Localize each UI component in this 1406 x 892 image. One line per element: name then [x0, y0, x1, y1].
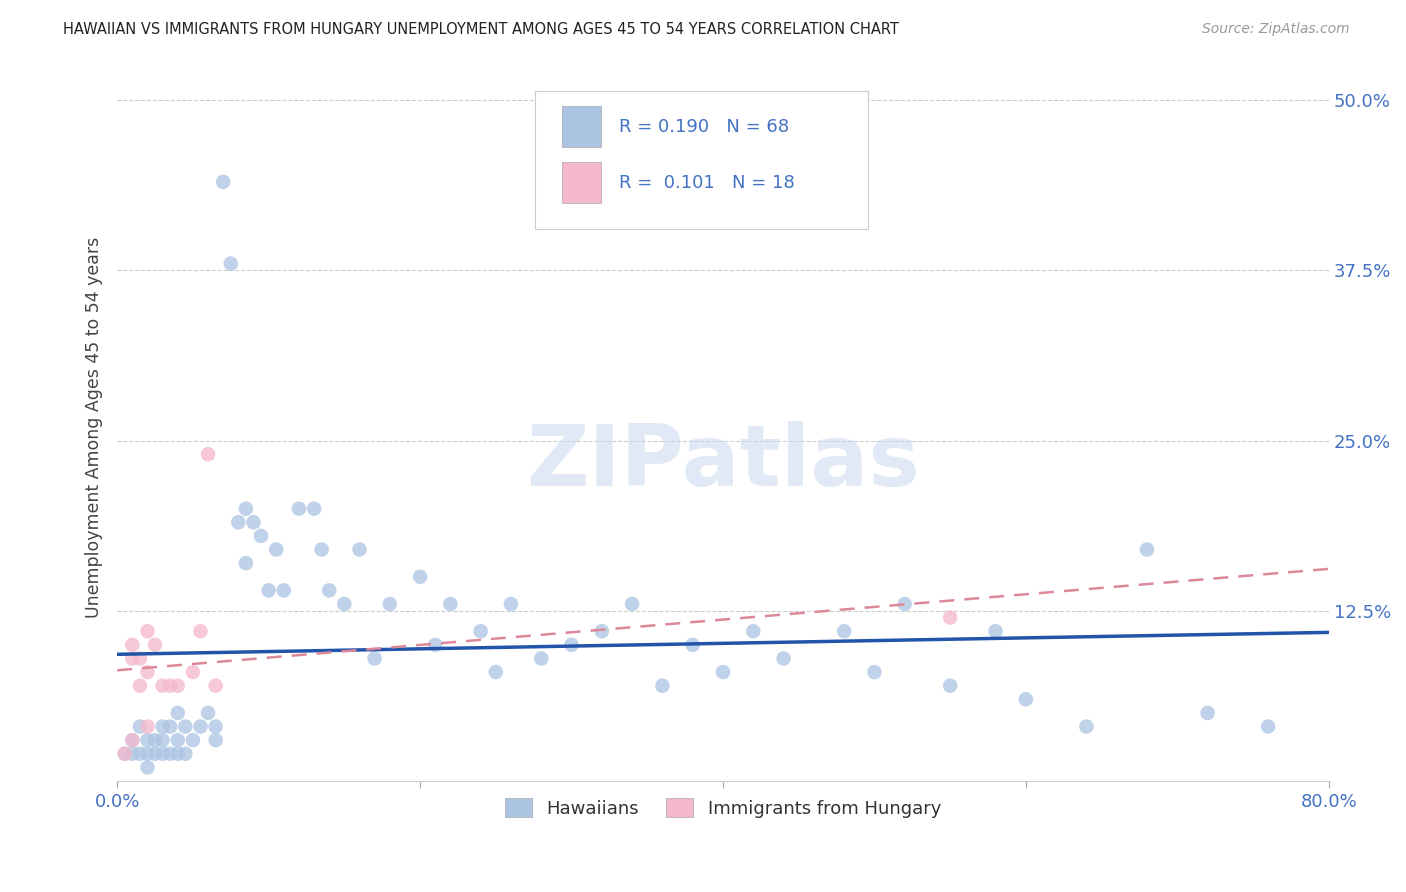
Point — [425, 638, 447, 652]
Point — [121, 747, 143, 761]
Point — [363, 651, 385, 665]
Point — [136, 719, 159, 733]
Legend: Hawaiians, Immigrants from Hungary: Hawaiians, Immigrants from Hungary — [498, 791, 948, 825]
Point — [174, 719, 197, 733]
Point — [152, 679, 174, 693]
Point — [250, 529, 273, 543]
Point — [204, 719, 226, 733]
Point — [143, 747, 166, 761]
Point — [219, 257, 242, 271]
Text: HAWAIIAN VS IMMIGRANTS FROM HUNGARY UNEMPLOYMENT AMONG AGES 45 TO 54 YEARS CORRE: HAWAIIAN VS IMMIGRANTS FROM HUNGARY UNEM… — [63, 22, 900, 37]
Point — [197, 447, 219, 461]
Point — [181, 665, 204, 679]
Point — [711, 665, 734, 679]
Point — [235, 556, 257, 570]
Point — [204, 733, 226, 747]
FancyBboxPatch shape — [536, 91, 869, 228]
Point — [499, 597, 522, 611]
Point — [560, 638, 582, 652]
Point — [485, 665, 508, 679]
Point — [152, 747, 174, 761]
Point — [378, 597, 401, 611]
Point — [439, 597, 461, 611]
Point — [166, 747, 188, 761]
FancyBboxPatch shape — [562, 106, 600, 147]
Point — [772, 651, 794, 665]
Point — [242, 516, 264, 530]
Point — [939, 610, 962, 624]
Point — [190, 719, 212, 733]
Point — [651, 679, 673, 693]
Point — [121, 638, 143, 652]
FancyBboxPatch shape — [562, 162, 600, 203]
Point — [235, 501, 257, 516]
Point — [409, 570, 432, 584]
Point — [1076, 719, 1098, 733]
Point — [136, 624, 159, 639]
Point — [318, 583, 340, 598]
Point — [832, 624, 855, 639]
Point — [152, 733, 174, 747]
Point — [470, 624, 492, 639]
Point — [190, 624, 212, 639]
Point — [121, 733, 143, 747]
Point — [333, 597, 356, 611]
Point — [257, 583, 280, 598]
Point — [181, 733, 204, 747]
Y-axis label: Unemployment Among Ages 45 to 54 years: Unemployment Among Ages 45 to 54 years — [86, 236, 103, 617]
Point — [349, 542, 371, 557]
Point — [129, 747, 152, 761]
Text: ZIPatlas: ZIPatlas — [526, 421, 920, 504]
Point — [273, 583, 295, 598]
Point — [159, 719, 181, 733]
Point — [204, 679, 226, 693]
Point — [129, 719, 152, 733]
Point — [228, 516, 250, 530]
Point — [591, 624, 613, 639]
Point — [143, 638, 166, 652]
Point — [152, 719, 174, 733]
Point — [984, 624, 1007, 639]
Point — [159, 747, 181, 761]
Point — [129, 679, 152, 693]
Point — [212, 175, 235, 189]
Point — [136, 733, 159, 747]
Point — [1136, 542, 1159, 557]
Point — [264, 542, 287, 557]
Point — [136, 747, 159, 761]
Point — [166, 706, 188, 720]
Point — [1197, 706, 1219, 720]
Point — [742, 624, 765, 639]
Point — [311, 542, 333, 557]
Text: R = 0.190   N = 68: R = 0.190 N = 68 — [619, 118, 789, 136]
Point — [114, 747, 136, 761]
Point — [114, 747, 136, 761]
Point — [197, 706, 219, 720]
Text: Source: ZipAtlas.com: Source: ZipAtlas.com — [1202, 22, 1350, 37]
Point — [143, 733, 166, 747]
Text: R =  0.101   N = 18: R = 0.101 N = 18 — [619, 174, 794, 192]
Point — [939, 679, 962, 693]
Point — [129, 651, 152, 665]
Point — [121, 651, 143, 665]
Point — [166, 733, 188, 747]
Point — [166, 679, 188, 693]
Point — [530, 651, 553, 665]
Point — [136, 760, 159, 774]
Point — [121, 733, 143, 747]
Point — [893, 597, 915, 611]
Point — [621, 597, 644, 611]
Point — [682, 638, 704, 652]
Point — [136, 665, 159, 679]
Point — [159, 679, 181, 693]
Point — [1257, 719, 1279, 733]
Point — [174, 747, 197, 761]
Point — [302, 501, 325, 516]
Point — [863, 665, 886, 679]
Point — [288, 501, 311, 516]
Point — [1015, 692, 1038, 706]
